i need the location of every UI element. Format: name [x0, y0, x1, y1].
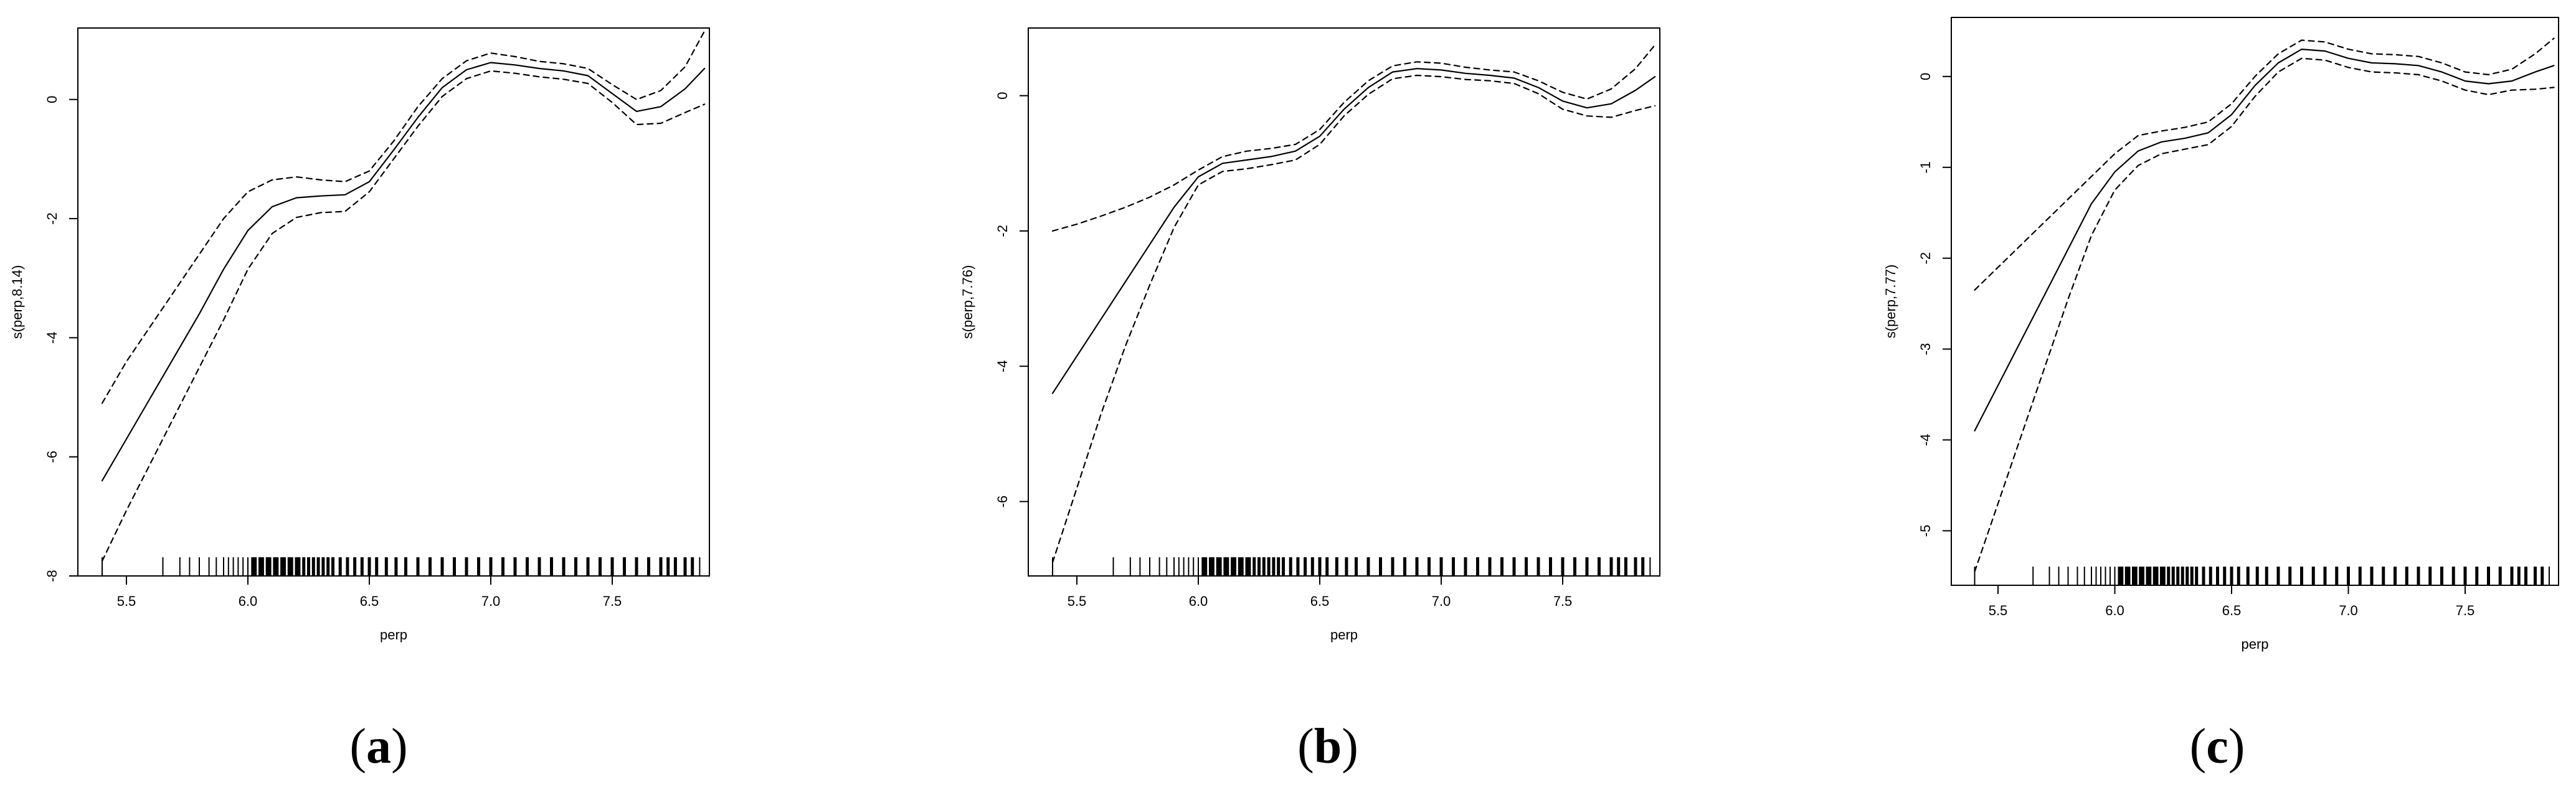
x-tick-label: 6.5 [360, 593, 379, 609]
y-axis-title: s(perp,7.76) [960, 265, 975, 339]
y-tick-label: -2 [1918, 252, 1933, 265]
smooth-fit-line [101, 62, 706, 482]
y-tick-label: -4 [1918, 434, 1933, 446]
y-tick-label: -4 [995, 360, 1010, 372]
x-tick-label: 5.5 [1989, 603, 2008, 618]
x-tick-label: 7.0 [481, 593, 501, 609]
x-axis-title: perp [1330, 627, 1358, 643]
panel-caption: (b) [1297, 719, 1358, 774]
y-tick-label: -5 [1918, 525, 1933, 537]
confidence-band-line [101, 70, 706, 562]
panel-caption: (c) [2190, 719, 2245, 774]
confidence-band-line [1051, 44, 1656, 232]
x-tick-label: 7.5 [1553, 593, 1573, 609]
y-tick-label: -6 [44, 451, 60, 463]
rug-plot [1052, 557, 1651, 576]
y-tick-label: -2 [44, 212, 60, 225]
y-tick-label: 0 [1918, 73, 1933, 80]
x-tick-label: 7.0 [1432, 593, 1451, 609]
rug-plot [102, 557, 701, 576]
y-tick-label: 0 [995, 92, 1010, 100]
y-tick-label: 0 [44, 96, 60, 103]
x-axis-title: perp [380, 627, 407, 643]
x-tick-label: 6.0 [239, 593, 258, 609]
y-tick-label: -6 [995, 496, 1010, 508]
x-tick-label: 6.0 [1189, 593, 1208, 609]
panel-caption: (a) [349, 719, 407, 774]
y-tick-label: -4 [44, 332, 60, 344]
x-tick-label: 7.5 [2456, 603, 2475, 618]
y-axis-title: s(perp,7.77) [1883, 265, 1898, 339]
confidence-band-line [101, 30, 706, 404]
y-axis-title: s(perp,8.14) [9, 265, 25, 339]
x-axis-title: perp [2241, 636, 2268, 652]
confidence-band-line [1974, 37, 2555, 291]
smooth-fit-line [1051, 68, 1656, 394]
x-tick-label: 6.5 [2222, 603, 2242, 618]
plot-frame [1028, 27, 1660, 577]
x-tick-label: 7.5 [603, 593, 622, 609]
rug-plot [1974, 567, 2550, 585]
x-tick-label: 7.0 [2339, 603, 2358, 618]
x-tick-label: 5.5 [1068, 593, 1087, 609]
confidence-band-line [1051, 74, 1656, 563]
confidence-band-line [1974, 57, 2555, 573]
x-tick-label: 5.5 [117, 593, 136, 609]
x-tick-label: 6.0 [2105, 603, 2124, 618]
x-tick-label: 6.5 [1310, 593, 1330, 609]
chart-panel-a: 5.5 6.0 6.5 7.0 7.5 -8 -6 -4 -2 0 perp s(perp,8.14)… [9, 27, 710, 774]
y-tick-label: -1 [1918, 161, 1933, 174]
y-tick-label: -3 [1918, 343, 1933, 356]
chart-panel-b: 5.5 6.0 6.5 7.0 7.5 -6 -4 -2 0 perp s(perp,7.76) (b… [960, 27, 1660, 774]
y-tick-label: -8 [44, 570, 60, 582]
smooth-fit-line [1974, 48, 2555, 432]
plot-frame [77, 27, 710, 577]
plot-frame [1951, 17, 2559, 586]
y-tick-label: -2 [995, 225, 1010, 237]
chart-panel-c: 5.5 6.0 6.5 7.0 7.5 -5 -4 -3 -2 -1 0 perp s(perp,7.7… [1883, 17, 2559, 774]
